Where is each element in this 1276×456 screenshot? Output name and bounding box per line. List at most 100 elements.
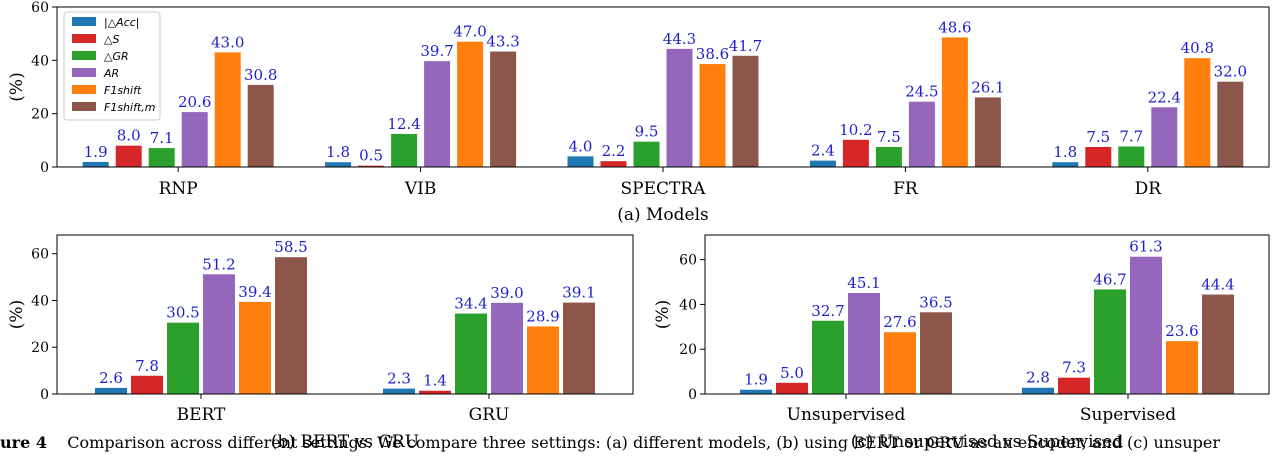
bar [1184,58,1211,168]
data-label: 23.6 [1165,322,1198,340]
data-label: 28.9 [526,307,559,325]
bar [941,37,968,168]
data-label: 7.5 [1086,128,1110,146]
bar [1217,81,1244,167]
bar [1166,341,1198,394]
caption-text: Comparison across different settings. We… [67,433,1221,452]
bar [214,52,241,168]
bar [732,55,759,167]
bar [875,147,902,167]
bar [1130,256,1162,394]
subplot-caption: (b) BERT vs GRU [271,432,419,452]
data-label: 7.3 [1062,359,1086,377]
bar [167,322,199,394]
data-label: 51.2 [202,255,235,273]
bar [419,390,451,394]
data-label: 12.4 [387,115,420,133]
bar [383,388,415,394]
data-label: 44.4 [1201,276,1234,294]
bar [131,375,163,394]
y-tick-label: 40 [679,297,697,313]
y-axis-label: (%) [7,300,27,329]
bar [699,64,726,167]
y-tick-label: 60 [679,253,697,269]
plot-frame [56,234,634,395]
bar [82,161,109,167]
plot-frame [704,234,1270,395]
x-tick-label: Supervised [1080,405,1176,425]
legend-swatch [72,51,96,60]
bar [1118,146,1145,167]
data-label: 1.9 [744,371,768,389]
bar [1085,147,1112,167]
data-label: 8.0 [117,127,141,145]
bar [1052,162,1079,167]
legend-label: |△Acc| [104,16,140,29]
y-tick-label: 20 [31,107,49,123]
x-tick-label: GRU [469,405,510,425]
bar [812,320,844,394]
data-label: 5.0 [780,364,804,382]
data-label: 34.4 [454,295,487,313]
data-label: 2.6 [99,369,123,387]
data-label: 7.7 [1119,127,1143,145]
legend-label: △GR [104,50,129,63]
legend-label: F1shift,m [104,101,155,114]
y-axis-label: (%) [653,300,673,329]
y-tick-label: 0 [40,160,49,176]
data-label: 7.8 [135,357,159,375]
bar [974,97,1001,167]
data-label: 2.4 [811,142,835,160]
legend: |△Acc| △S △GR AR F1shift F1shift,m [63,11,161,121]
bar [633,141,660,167]
bar [842,139,869,167]
bar [247,84,274,167]
bar [455,313,487,394]
bar [740,389,772,394]
x-tick-label: VIB [404,179,437,199]
legend-swatch [72,102,96,111]
y-axis-label: (%) [7,72,27,101]
bar [527,326,559,394]
data-label: 36.5 [919,293,952,311]
chart-panel-0: 0 20 40 60 (%) 1.9 8.0 7.120.6 43.030.8 RNP 1.8 0.5… [7,0,1270,225]
figure-caption: ure 4 Comparison across different settin… [0,433,1276,452]
y-tick-label: 0 [40,387,49,403]
bar [567,156,594,167]
data-label: 39.7 [420,42,453,60]
data-label: 30.5 [166,304,199,322]
bar [666,48,693,167]
legend-swatch [72,17,96,26]
data-label: 47.0 [453,23,486,41]
bar [1151,107,1178,167]
data-label: 43.0 [211,33,244,51]
legend-swatch [72,34,96,43]
data-label: 32.7 [811,302,844,320]
bar [1022,387,1054,394]
data-label: 9.5 [635,123,659,141]
data-label: 1.8 [1053,143,1077,161]
bar [563,302,595,394]
bar [239,301,271,394]
legend-label: AR [103,67,119,80]
data-label: 32.0 [1214,63,1247,81]
data-label: 20.6 [178,93,211,111]
data-label: 38.6 [696,45,729,63]
bar [148,148,175,167]
data-label: 0.5 [359,147,383,165]
data-label: 39.4 [238,283,271,301]
subplot-caption: (c) Unsupervised vs Supervised [851,432,1124,452]
bar [95,387,127,394]
data-label: 7.1 [150,129,174,147]
y-tick-label: 20 [31,340,49,356]
bar [203,274,235,394]
bar [181,112,208,167]
bar [776,382,808,394]
bar [391,133,418,167]
bar [115,145,142,167]
data-label: 46.7 [1093,270,1126,288]
data-label: 2.3 [387,370,411,388]
data-label: 44.3 [663,30,696,48]
data-label: 39.1 [562,284,595,302]
